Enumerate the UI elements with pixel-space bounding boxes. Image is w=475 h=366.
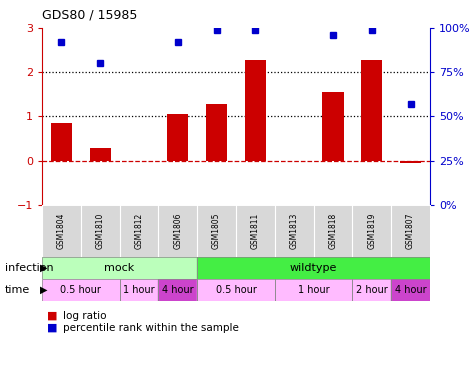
Text: 1 hour: 1 hour xyxy=(123,285,155,295)
Bar xyxy=(323,92,344,161)
Bar xyxy=(275,279,352,301)
Bar xyxy=(197,257,430,279)
Text: infection: infection xyxy=(5,263,53,273)
Bar xyxy=(400,161,421,163)
Text: 1 hour: 1 hour xyxy=(298,285,330,295)
Text: 0.5 hour: 0.5 hour xyxy=(216,285,256,295)
Bar xyxy=(42,279,120,301)
Bar xyxy=(197,279,275,301)
Text: ▶: ▶ xyxy=(40,285,48,295)
Bar xyxy=(197,279,275,301)
Bar xyxy=(42,257,197,279)
Text: 4 hour: 4 hour xyxy=(395,285,427,295)
Text: GSM1804: GSM1804 xyxy=(57,213,66,249)
Text: GSM1813: GSM1813 xyxy=(290,213,299,249)
Bar xyxy=(120,279,158,301)
Bar xyxy=(206,104,227,161)
Bar xyxy=(352,279,391,301)
Text: ■: ■ xyxy=(47,311,57,321)
Text: 4 hour: 4 hour xyxy=(162,285,194,295)
Bar xyxy=(167,114,189,161)
Text: GSM1805: GSM1805 xyxy=(212,213,221,249)
Bar xyxy=(361,60,382,161)
Text: GSM1807: GSM1807 xyxy=(406,213,415,249)
Bar xyxy=(245,60,266,161)
Bar xyxy=(391,279,430,301)
Text: GSM1810: GSM1810 xyxy=(95,213,104,249)
Bar xyxy=(158,279,197,301)
Bar xyxy=(352,279,391,301)
Text: GSM1819: GSM1819 xyxy=(367,213,376,249)
Text: GDS80 / 15985: GDS80 / 15985 xyxy=(42,8,137,21)
Bar xyxy=(120,279,158,301)
Bar xyxy=(197,257,430,279)
Text: log ratio: log ratio xyxy=(63,311,107,321)
Bar xyxy=(89,148,111,161)
Bar xyxy=(391,279,430,301)
Text: GSM1806: GSM1806 xyxy=(173,213,182,249)
Bar xyxy=(42,257,197,279)
Bar xyxy=(275,279,352,301)
Text: GSM1818: GSM1818 xyxy=(329,213,338,249)
Bar xyxy=(51,123,72,161)
Text: GSM1811: GSM1811 xyxy=(251,213,260,249)
Bar xyxy=(42,279,120,301)
Text: wildtype: wildtype xyxy=(290,263,337,273)
Text: mock: mock xyxy=(104,263,135,273)
Text: 0.5 hour: 0.5 hour xyxy=(60,285,101,295)
Text: percentile rank within the sample: percentile rank within the sample xyxy=(63,323,239,333)
Bar xyxy=(158,279,197,301)
Text: ■: ■ xyxy=(47,323,57,333)
Text: 2 hour: 2 hour xyxy=(356,285,388,295)
Text: GSM1812: GSM1812 xyxy=(134,213,143,249)
Text: time: time xyxy=(5,285,30,295)
Text: ▶: ▶ xyxy=(40,263,48,273)
